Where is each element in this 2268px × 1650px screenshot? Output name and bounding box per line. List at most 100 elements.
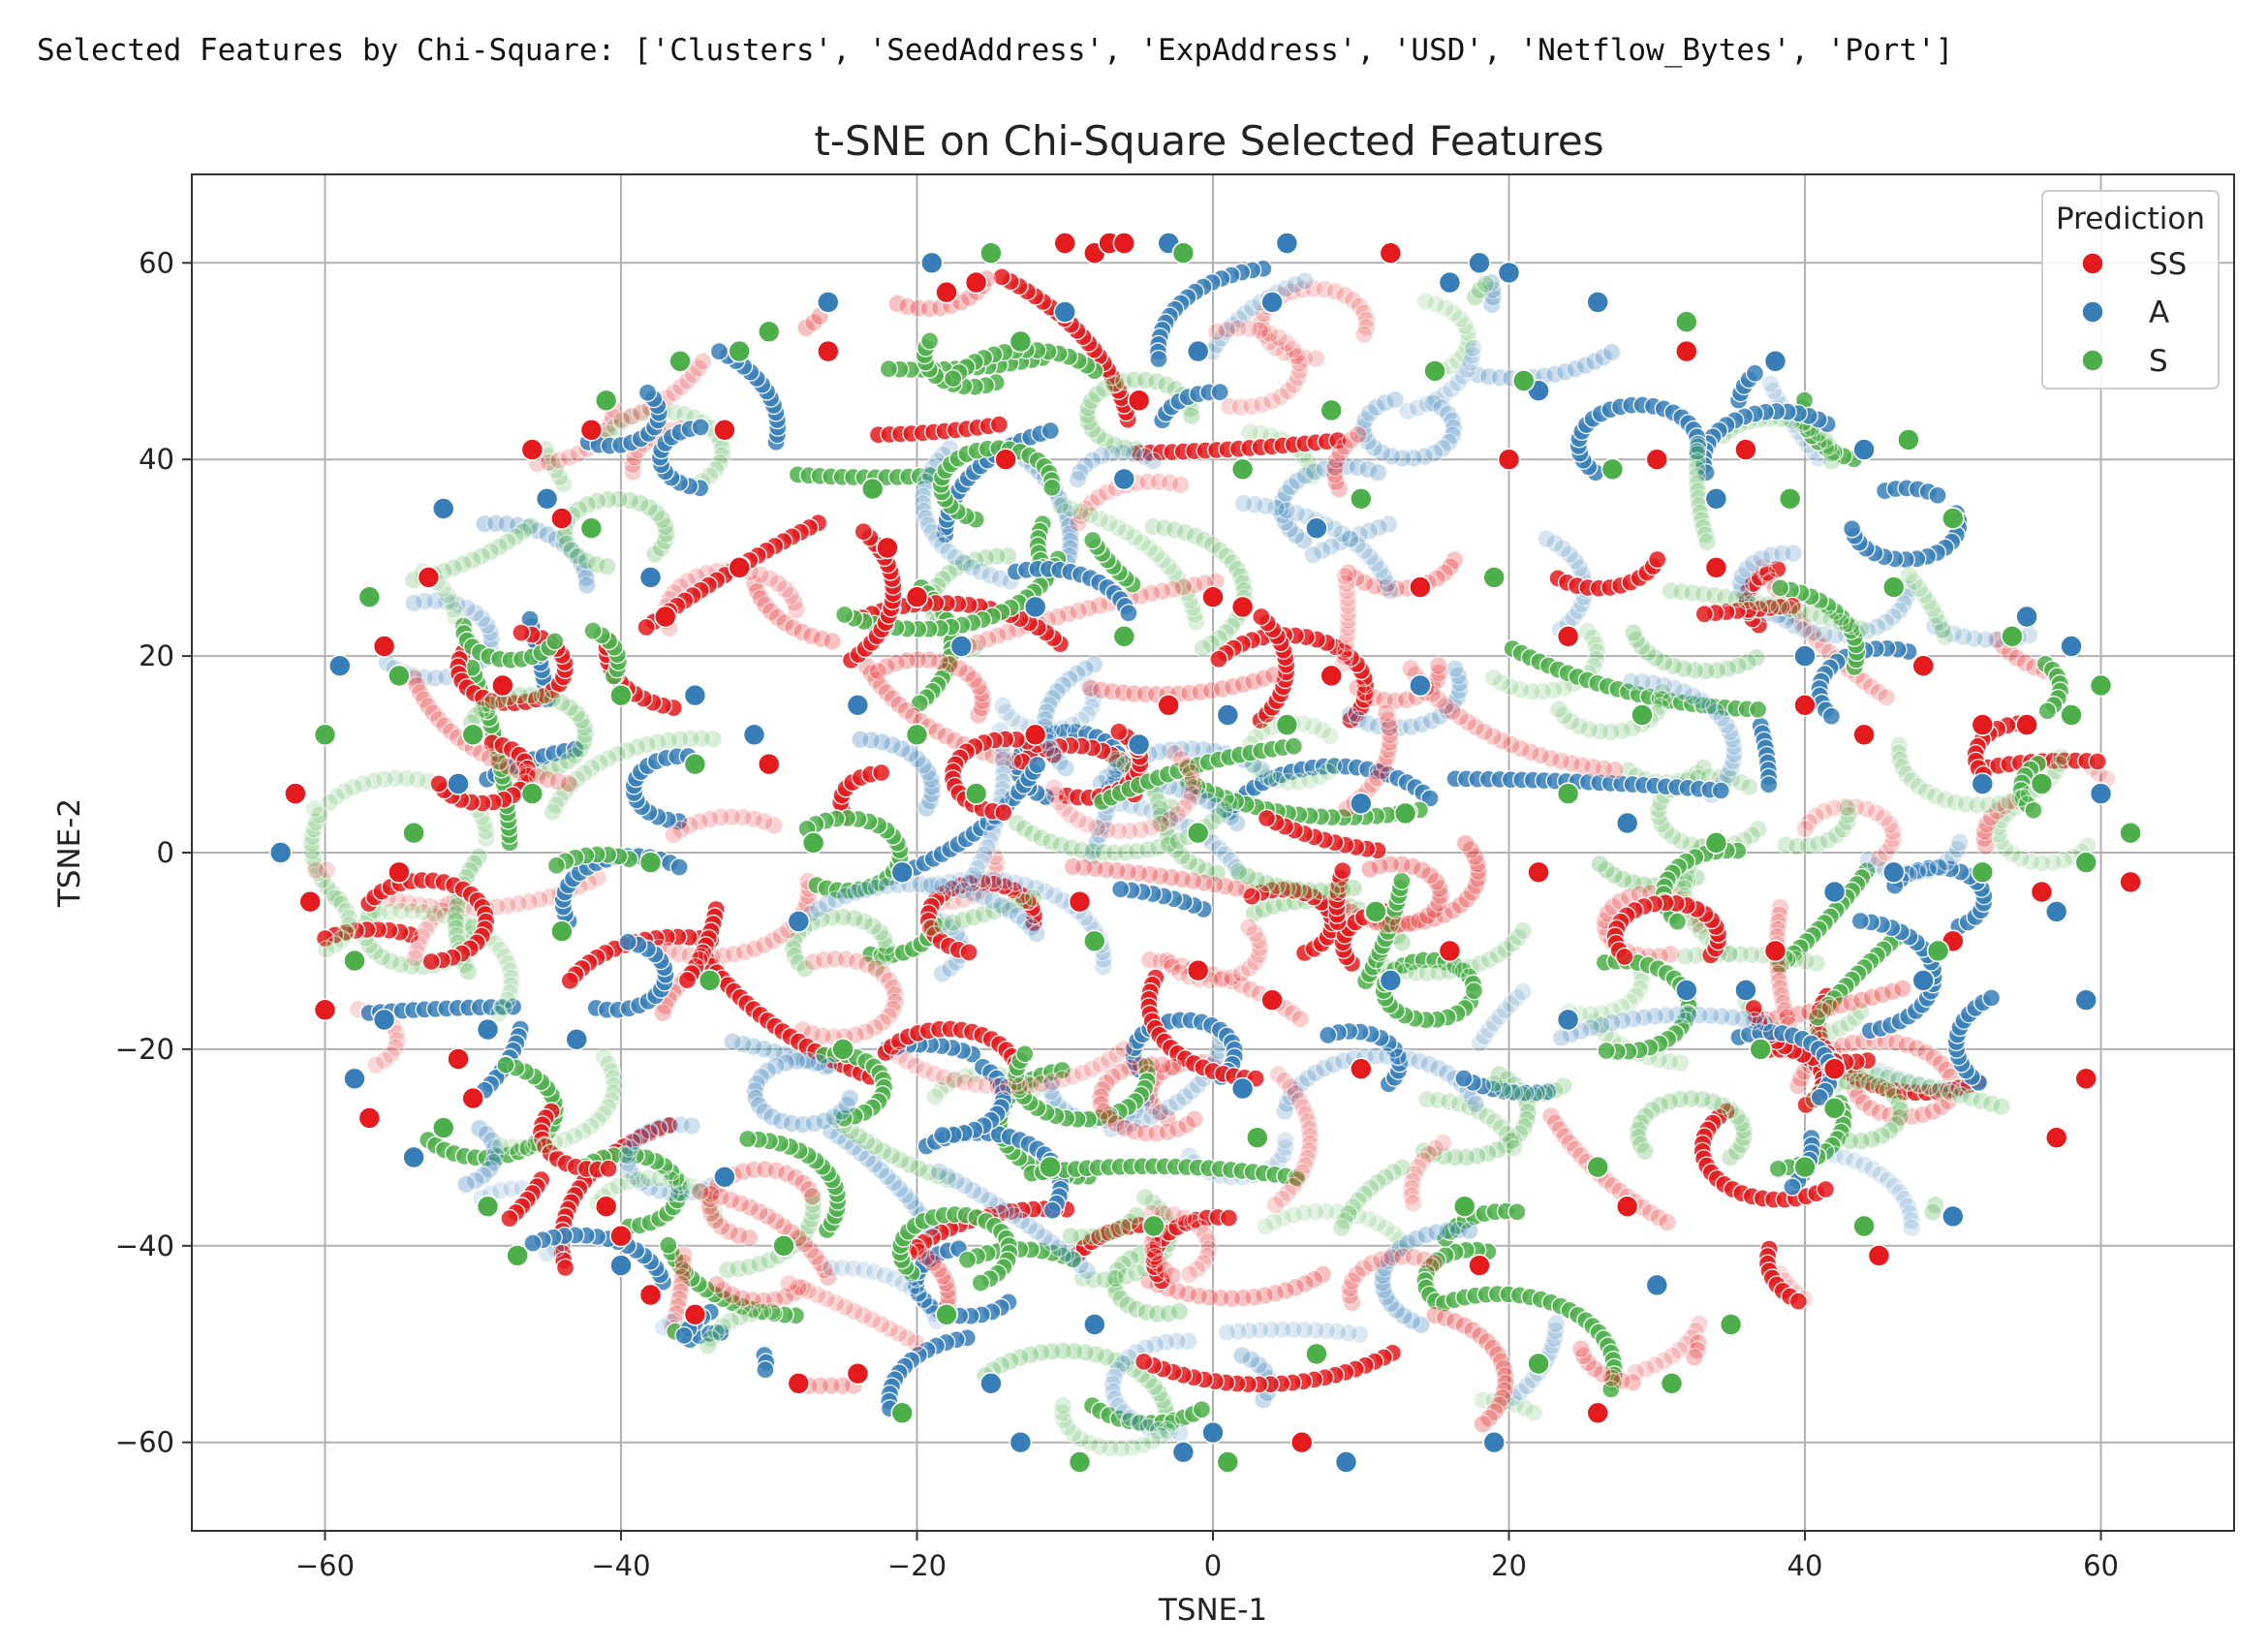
scatter-point-ss (1063, 856, 1083, 877)
scatter-point-s (1023, 887, 1043, 908)
scatter-point-a (1151, 1103, 1170, 1122)
scatter-point-ss (1241, 980, 1260, 999)
scatter-point-a (1368, 463, 1388, 483)
scatter-point-ss (822, 1376, 841, 1395)
scatter-point-a (1119, 604, 1138, 623)
scatter-point-ss (461, 1086, 485, 1110)
scatter-point-s (1770, 578, 1790, 598)
scatter-point-a (1358, 459, 1378, 480)
scatter-point-s (1220, 794, 1239, 813)
scatter-point-s (1192, 1400, 1212, 1419)
scatter-point-ss (787, 1372, 811, 1395)
scatter-point-ss (693, 352, 713, 371)
scatter-point-ss (1295, 1274, 1316, 1293)
scatter-point-ss (868, 662, 887, 681)
scatter-point-s (1001, 1351, 1020, 1371)
scatter-point-ss (1694, 605, 1715, 624)
scatter-point-s (1256, 1217, 1275, 1236)
scatter-point-s (1228, 861, 1249, 882)
scatter-point-ss (500, 1208, 519, 1229)
scatter-point-s (1524, 1403, 1543, 1422)
scatter-point-ss (779, 1273, 798, 1293)
scatter-point-s (1169, 1301, 1189, 1322)
scatter-point-ss (1473, 1415, 1493, 1434)
scatter-point-s (1135, 1188, 1155, 1207)
scatter-point-ss (357, 1106, 382, 1130)
scatter-point-ss (1615, 947, 1634, 967)
scatter-point-s (1100, 514, 1119, 533)
scatter-point-ss (691, 1182, 710, 1201)
scatter-point-s (2024, 800, 2043, 820)
scatter-point-a (840, 1088, 859, 1108)
scatter-point-ss (306, 860, 326, 880)
scatter-point-s (477, 822, 496, 841)
scatter-point-ss (677, 970, 698, 990)
scatter-point-ss (1376, 703, 1396, 723)
scatter-point-s (1590, 855, 1610, 874)
scatter-point-s (1487, 1139, 1507, 1160)
scatter-point-s (1108, 517, 1128, 538)
scatter-point-s (1838, 797, 1857, 818)
scatter-point-a (1450, 673, 1470, 693)
scatter-point-a (1571, 594, 1592, 614)
scatter-point-s (546, 856, 567, 875)
scatter-point-a (929, 1162, 948, 1181)
scatter-point-ss (637, 617, 656, 638)
console-output-line: Selected Features by Chi-Square: ['Clust… (37, 33, 1954, 68)
scatter-point-ss (609, 1224, 633, 1248)
scatter-point-ss (375, 1050, 394, 1071)
scatter-point-a (637, 383, 658, 402)
scatter-point-ss (783, 618, 803, 638)
scatter-point-a (682, 1116, 701, 1136)
scatter-point-ss (512, 623, 531, 642)
scatter-point-s (1504, 1138, 1524, 1158)
scatter-point-s (381, 951, 401, 971)
scatter-point-s (1549, 700, 1569, 719)
scatter-point-s (1240, 422, 1259, 442)
scatter-point-a (1027, 755, 1047, 775)
scatter-point-ss (1257, 808, 1277, 828)
scatter-point-s (1507, 1202, 1527, 1222)
scatter-point-ss (2088, 752, 2107, 771)
scatter-point-ss (1163, 1265, 1182, 1286)
scatter-point-ss (1206, 322, 1227, 342)
scatter-point-a (1551, 1028, 1571, 1047)
scatter-point-ss (1354, 325, 1374, 344)
scatter-point-ss (1333, 861, 1352, 881)
scatter-point-s (1193, 638, 1213, 658)
scatter-point-ss (1349, 424, 1368, 445)
scatter-point-a (1110, 880, 1131, 899)
scatter-point-s (1015, 1044, 1035, 1064)
scatter-point-s (344, 777, 363, 797)
scatter-point-s (1182, 406, 1201, 425)
scatter-point-a (1513, 981, 1533, 1002)
scatter-point-a (1449, 680, 1470, 700)
scatter-point-a (1295, 271, 1315, 291)
scatter-point-a (993, 696, 1012, 715)
scatter-point-a (1981, 988, 2002, 1008)
scatter-point-a (1273, 1145, 1293, 1165)
scatter-point-ss (728, 555, 752, 579)
scatter-point-ss (1354, 683, 1375, 703)
scatter-point-a (1295, 466, 1316, 485)
scatter-point-a (1060, 539, 1080, 558)
scatter-point-s (1484, 1074, 1505, 1094)
scatter-point-a (618, 932, 637, 951)
scatter-point-a (1545, 534, 1566, 553)
scatter-point-ss (1134, 1352, 1154, 1372)
scatter-point-ss (1265, 1195, 1286, 1215)
scatter-point-ss (1795, 819, 1816, 839)
scatter-point-ss (1401, 659, 1420, 678)
scatter-point-s (1768, 1159, 1788, 1179)
scatter-point-a (1537, 529, 1557, 548)
scatter-point-a (1303, 545, 1323, 565)
scatter-point-ss (959, 943, 979, 962)
scatter-point-ss (447, 1047, 470, 1071)
scatter-point-ss (671, 1274, 691, 1294)
scatter-point-ss (1114, 1039, 1134, 1059)
scatter-point-s (1185, 605, 1204, 625)
scatter-point-a (1276, 1131, 1295, 1150)
scatter-point-ss (1185, 1109, 1204, 1130)
scatter-point-ss (802, 1186, 823, 1206)
scatter-point-a (577, 576, 597, 595)
